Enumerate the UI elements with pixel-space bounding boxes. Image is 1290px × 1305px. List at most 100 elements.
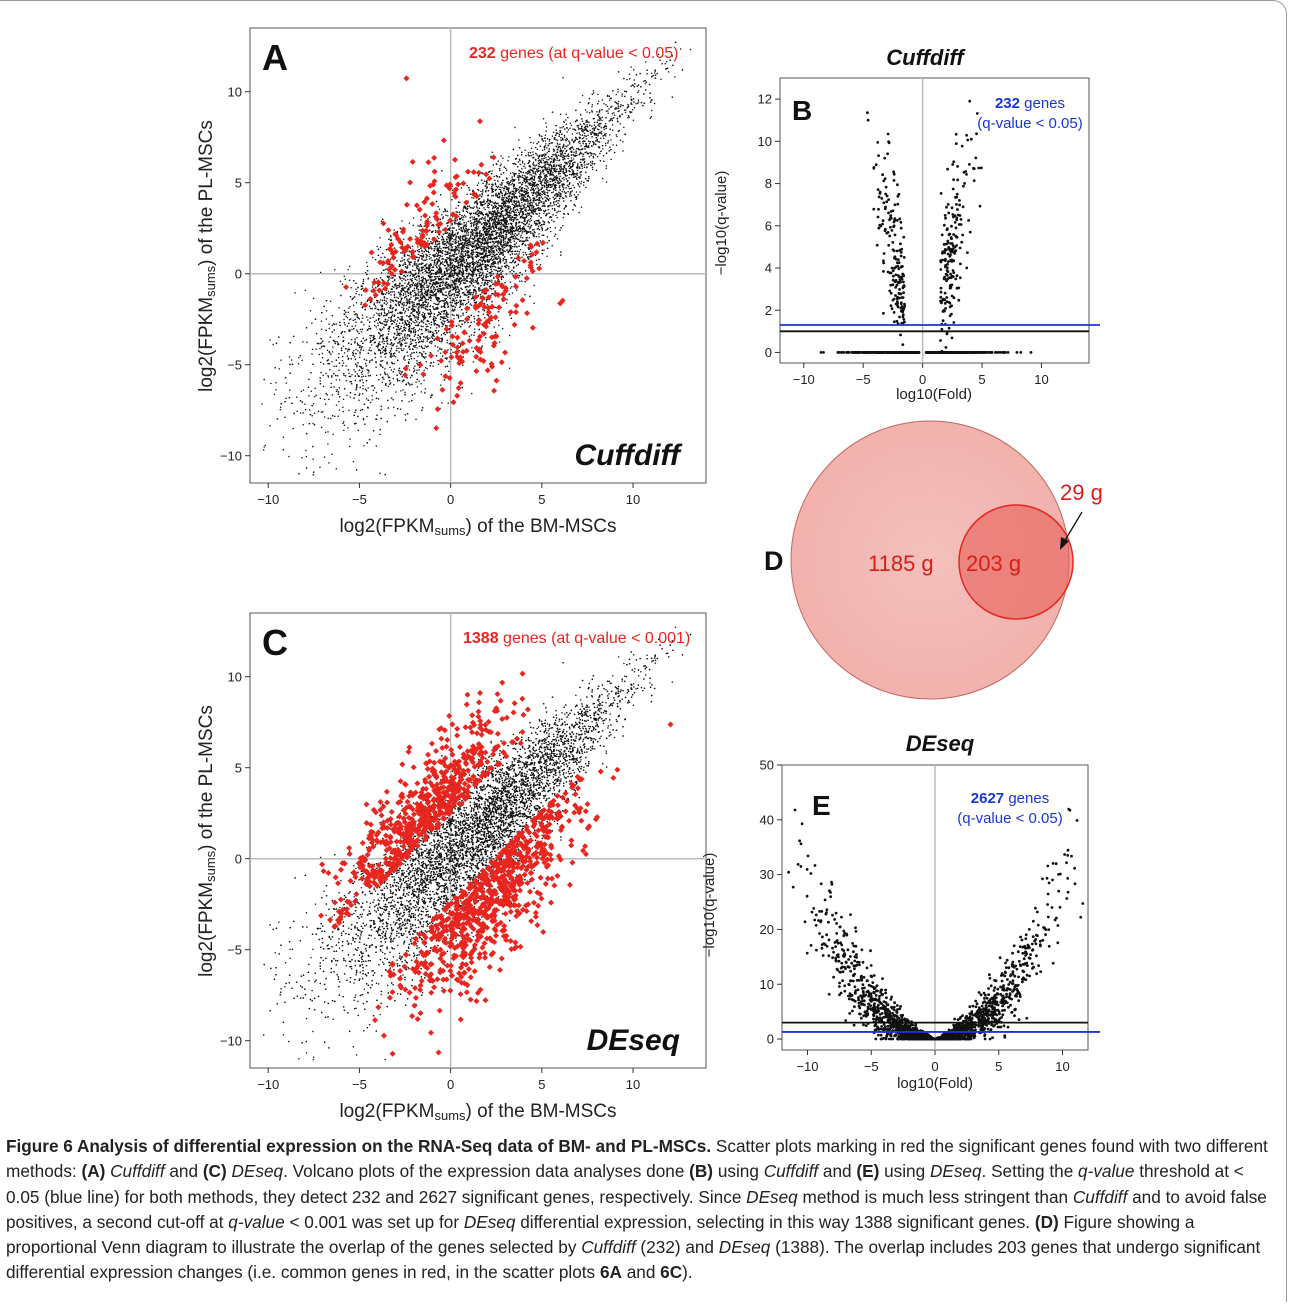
- data-point: [362, 349, 365, 351]
- data-point: [521, 167, 523, 170]
- data-point: [577, 193, 579, 196]
- data-point: [486, 206, 489, 208]
- data-point: [471, 392, 473, 395]
- data-point: [414, 365, 416, 367]
- data-point: [468, 273, 470, 276]
- data-point: [567, 140, 570, 142]
- data-point: [414, 324, 417, 327]
- data-point: [512, 259, 515, 261]
- data-point: [579, 123, 582, 126]
- data-point: [553, 150, 555, 153]
- data-point: [472, 207, 474, 209]
- data-point: [482, 214, 485, 216]
- data-point: [532, 175, 534, 178]
- data-point: [500, 228, 503, 230]
- data-point: [375, 307, 377, 309]
- data-point: [489, 236, 491, 238]
- data-point: [534, 232, 536, 234]
- data-point: [660, 78, 662, 80]
- data-point: [582, 131, 585, 133]
- data-point: [466, 302, 468, 305]
- data-point: [469, 303, 472, 305]
- data-point: [459, 277, 461, 279]
- data-point: [390, 341, 393, 344]
- data-point: [324, 403, 327, 406]
- data-point: [528, 214, 530, 216]
- data-point: [414, 284, 416, 287]
- data-point: [583, 132, 586, 135]
- data-point: [543, 221, 546, 224]
- data-point: [444, 365, 447, 368]
- data-point: [492, 244, 494, 246]
- data-point: [563, 121, 565, 123]
- data-point: [553, 235, 556, 238]
- data-point: [452, 249, 454, 252]
- data-point: [495, 202, 498, 205]
- data-point: [587, 134, 589, 136]
- data-point: [361, 373, 363, 376]
- data-point: [452, 258, 454, 260]
- data-point: [354, 338, 356, 341]
- data-point: [422, 262, 424, 265]
- data-point: [437, 205, 439, 208]
- data-point: [354, 370, 356, 373]
- data-point: [555, 204, 557, 206]
- data-point: [343, 352, 346, 354]
- data-point: [498, 215, 501, 218]
- data-point: [568, 164, 571, 167]
- data-point: [375, 374, 378, 377]
- data-point: [425, 356, 427, 358]
- data-point: [605, 132, 607, 135]
- data-point: [377, 322, 379, 324]
- data-point: [460, 319, 462, 322]
- data-point: [425, 282, 428, 284]
- background-points: [261, 41, 692, 476]
- data-point: [349, 318, 352, 320]
- data-point: [376, 312, 378, 314]
- data-point: [310, 390, 313, 393]
- data-point: [534, 146, 537, 149]
- data-point: [263, 446, 265, 448]
- data-point: [499, 189, 502, 191]
- data-point: [570, 195, 573, 197]
- data-point: [551, 205, 553, 207]
- data-point: [393, 321, 396, 323]
- data-point: [481, 194, 484, 196]
- data-point: [417, 291, 420, 293]
- data-point: [525, 210, 527, 212]
- data-point: [454, 241, 457, 243]
- data-point: [375, 345, 378, 348]
- data-point: [611, 129, 614, 132]
- data-point: [404, 310, 407, 312]
- data-point: [346, 350, 349, 352]
- data-point: [545, 183, 548, 186]
- data-point: [518, 250, 520, 253]
- data-point: [428, 279, 430, 281]
- data-point: [356, 373, 359, 375]
- data-point: [381, 305, 384, 308]
- data-point: [490, 264, 492, 266]
- data-point: [401, 306, 403, 308]
- data-point: [498, 237, 501, 240]
- data-point: [448, 370, 450, 373]
- data-point: [483, 207, 485, 209]
- data-point: [517, 274, 519, 277]
- data-point: [390, 299, 393, 301]
- data-point: [547, 168, 549, 170]
- data-point: [423, 268, 426, 270]
- data-point: [473, 281, 475, 283]
- data-point: [469, 213, 472, 216]
- data-point: [272, 343, 274, 346]
- data-point: [319, 466, 321, 469]
- data-point: [512, 171, 514, 174]
- data-point: [511, 292, 514, 294]
- data-point: [264, 444, 267, 447]
- data-point: [474, 286, 476, 288]
- data-point: [539, 264, 542, 266]
- data-point: [488, 285, 491, 288]
- data-point: [556, 211, 558, 214]
- data-point: [537, 162, 540, 165]
- data-point: [622, 150, 624, 152]
- data-point: [421, 252, 424, 255]
- data-point: [509, 233, 512, 236]
